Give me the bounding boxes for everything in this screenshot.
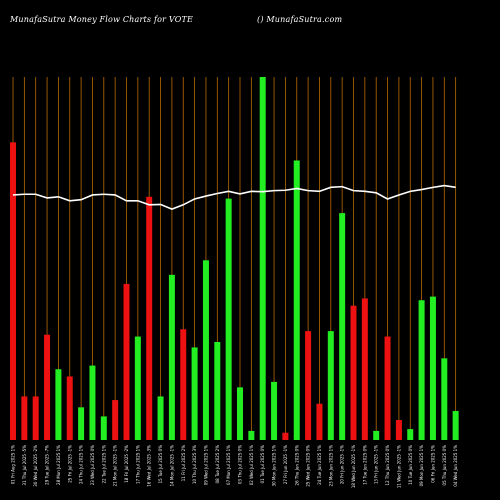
x-tick-label: 01 Tue Jul 2025 0% <box>260 445 265 484</box>
x-tick-label: 09 Wed Jul 2025 1% <box>203 445 208 485</box>
site-label: () MunafaSutra.com <box>257 15 343 24</box>
bar-green <box>452 410 459 440</box>
bar-green <box>237 387 243 440</box>
x-tick-label: 10 Tue Jun 2025 0% <box>408 445 413 485</box>
x-tick-label: 24 Thu Jul 2025 1% <box>79 445 84 484</box>
x-tick-label: 15 Tue Jul 2025 0% <box>158 445 163 484</box>
bar-red <box>180 329 187 440</box>
bar-red <box>32 396 39 440</box>
bar-red <box>361 298 368 440</box>
bar-green <box>214 341 221 440</box>
bar-green <box>407 429 414 440</box>
x-tick-label: 25 Fri Jul 2025 -1% <box>67 445 72 483</box>
x-tick-label: 03 Thu Jul 2025 0% <box>238 445 243 484</box>
bar-green <box>271 381 278 440</box>
bar-green <box>134 336 141 440</box>
bar-red <box>316 403 323 440</box>
bar-green <box>78 407 85 440</box>
bar-red <box>146 196 153 440</box>
x-tick-label: 11 Fri Jul 2025 2% <box>181 445 186 481</box>
x-tick-label: 17 Thu Jul 2025 1% <box>135 445 140 484</box>
bar-green <box>418 300 425 440</box>
x-tick-label: 13 Fri Jun 2025 -1% <box>374 445 379 484</box>
x-tick-label: 24 Tue Jun 2025 1% <box>317 445 322 485</box>
x-tick-label: 27 Fri Jun 2025 -1% <box>283 445 288 484</box>
bars <box>10 77 459 441</box>
bar-green <box>373 430 380 440</box>
x-tick-label: 05 Thu Jun 2025 0% <box>442 445 447 486</box>
bar-red <box>112 400 119 440</box>
bar-green <box>225 198 232 440</box>
bar-red <box>350 305 357 440</box>
bar-red <box>66 376 73 440</box>
bar-green <box>339 213 346 440</box>
bar-red <box>305 331 312 440</box>
x-tick-label: 30 Mon Jun 2025 1% <box>272 445 277 487</box>
bar-green <box>259 77 266 440</box>
x-tick-label: 16 Wed Jul 2025 -3% <box>147 445 152 487</box>
x-tick-label: 10 Thu Jul 2025 3% <box>192 445 197 484</box>
bar-red <box>10 142 16 440</box>
x-tick-label: 04 Wed Jun 2025 1% <box>453 445 458 487</box>
bar-green <box>429 296 436 440</box>
bar-red <box>44 334 51 440</box>
x-tick-label: 06 Fri Jun 2025 1% <box>430 445 435 483</box>
bar-green <box>168 274 175 440</box>
x-tick-label: 11 Wed Jun 2025 -1% <box>396 445 401 488</box>
bar-green <box>100 416 107 440</box>
x-tick-label: 28 Mon Jul 2025 1% <box>56 445 61 485</box>
x-tick-label: 07 Mon Jul 2025 1% <box>226 445 231 485</box>
bar-green <box>441 358 448 440</box>
bar-red <box>384 336 391 440</box>
x-tick-label: 30 Wed Jul 2025 -2% <box>33 445 38 487</box>
bar-green <box>191 347 198 440</box>
x-tick-label: 01 Fri Aug 2025 1% <box>11 445 16 484</box>
x-tick-labels: 01 Fri Aug 2025 1% 31 Thu Jul 2025 -5% 30 … <box>11 445 459 488</box>
x-tick-label: 18 Fri Jul 2025 -2% <box>124 445 129 483</box>
x-tick-label: 21 Mon Jul 2025 -1% <box>113 445 118 487</box>
bar-red <box>21 396 28 440</box>
bar-green <box>157 396 164 440</box>
x-tick-label: 26 Thu Jun 2025 0% <box>294 445 299 486</box>
price-line-group <box>12 184 456 210</box>
x-tick-label: 17 Tue Jun 2025 0% <box>362 445 367 485</box>
bar-green <box>327 331 334 440</box>
x-tick-label: 29 Tue Jul 2025 -7% <box>45 445 50 485</box>
bar-green <box>89 365 96 440</box>
x-tick-label: 20 Fri Jun 2025 -1% <box>340 445 345 484</box>
x-tick-label: 14 Mon Jul 2025 -1% <box>169 445 174 487</box>
bar-green <box>202 260 209 440</box>
x-tick-label: 18 Wed Jun 2025 -1% <box>351 445 356 488</box>
x-tick-label: 08 Tue Jul 2025 2% <box>215 445 220 484</box>
price-line <box>12 184 456 210</box>
chart-title: MunafaSutra Money Flow Charts for VOTE <box>10 15 194 24</box>
x-tick-label: 22 Tue Jul 2025 1% <box>101 445 106 484</box>
bar-green <box>55 369 62 440</box>
x-tick-label: 02 Wed Jul 2025 1% <box>249 445 254 485</box>
x-tick-label: 23 Mon Jun 2025 1% <box>328 445 333 487</box>
x-tick-label: 23 Wed Jul 2025 0% <box>90 445 95 485</box>
bar-green <box>248 430 255 440</box>
x-tick-label: 09 Mon Jun 2025 1% <box>419 445 424 487</box>
x-tick-label: 31 Thu Jul 2025 -5% <box>22 445 27 486</box>
bar-red <box>123 283 130 440</box>
bar-red <box>282 432 289 440</box>
x-tick-label: 25 Wed Jun 2025 0% <box>306 445 311 487</box>
x-tick-label: 12 Thu Jun 2025 0% <box>385 445 390 486</box>
bar-red <box>395 420 402 440</box>
bar-green <box>293 160 300 441</box>
